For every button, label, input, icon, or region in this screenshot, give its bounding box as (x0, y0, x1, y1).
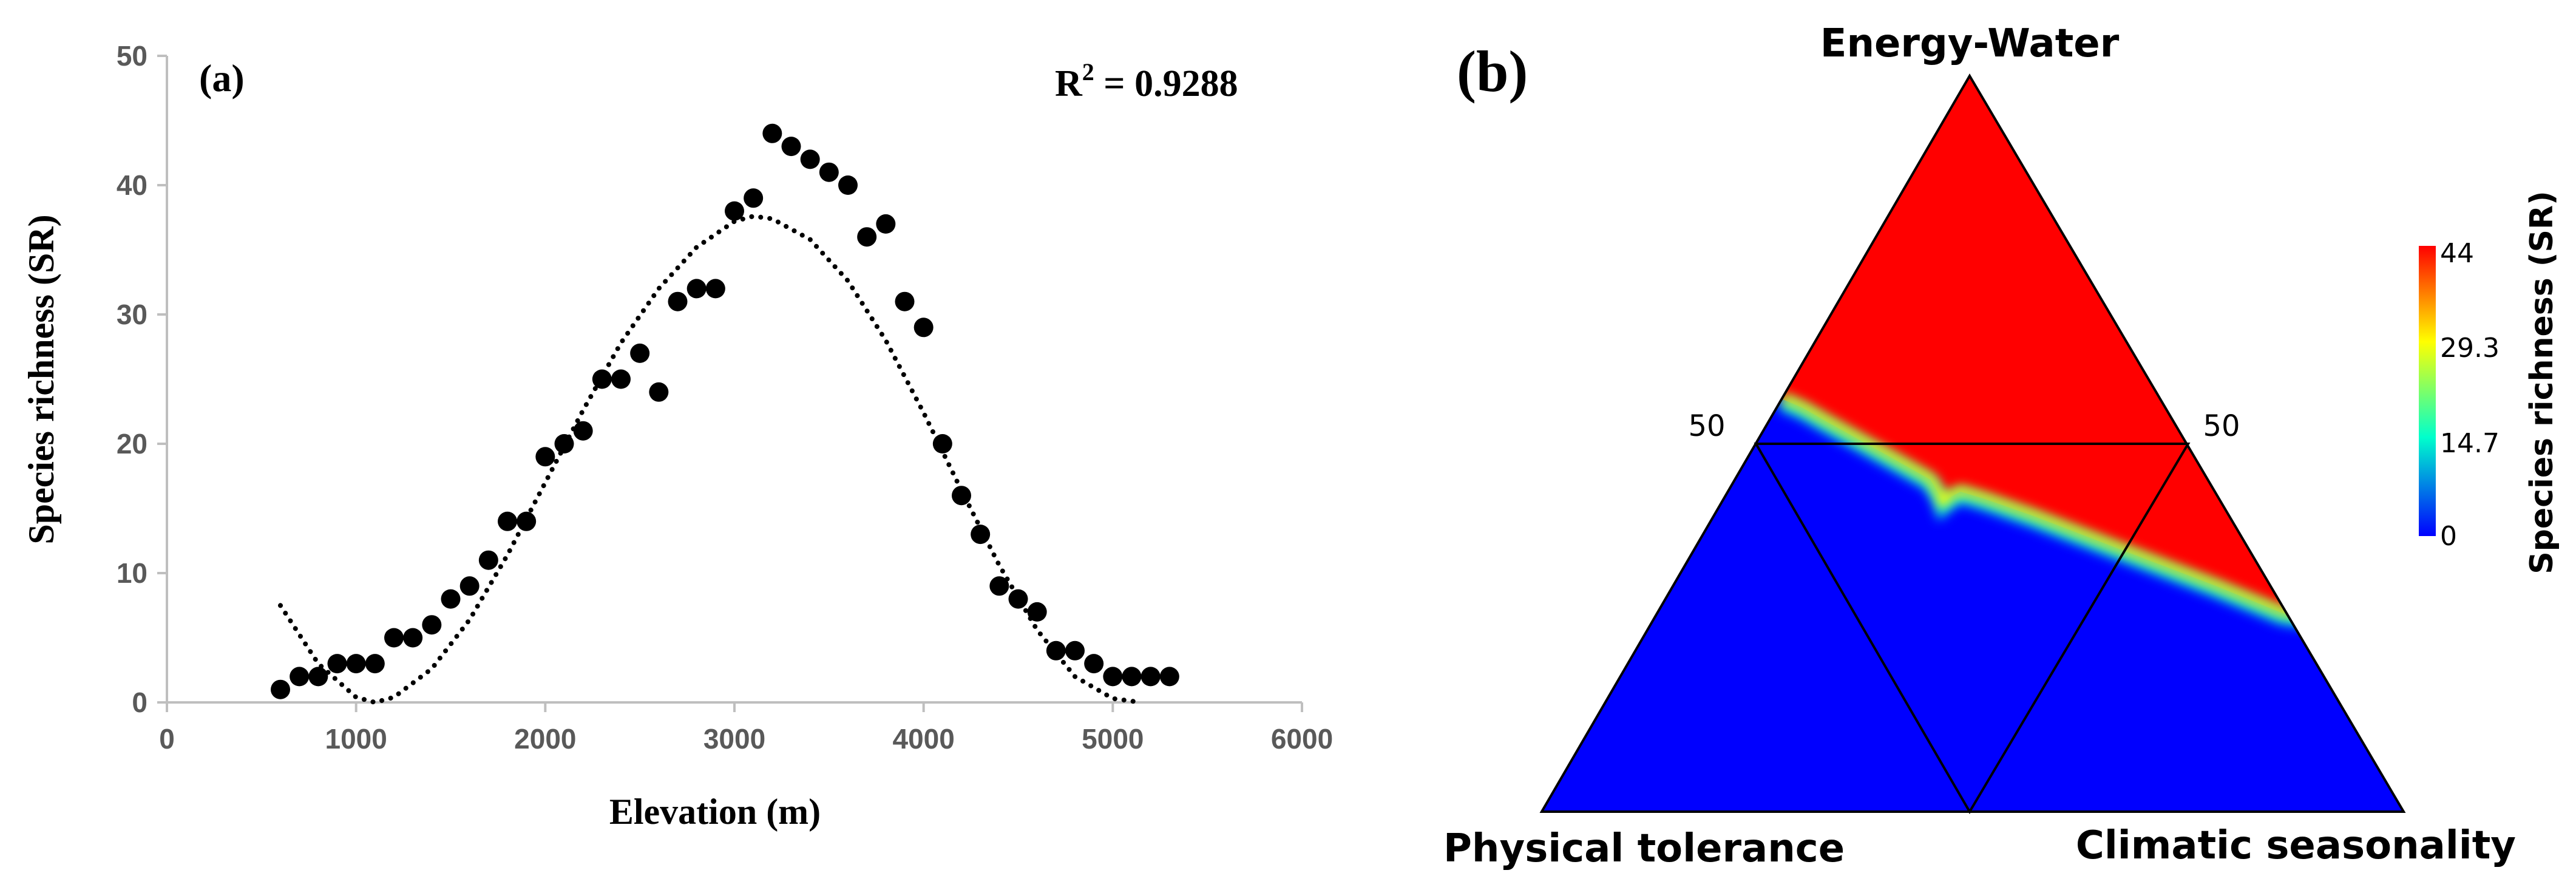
data-point (876, 214, 896, 234)
x-tick-label: 3000 (703, 723, 765, 755)
vertex-left-label: Physical tolerance (1443, 826, 1845, 871)
data-point (535, 447, 555, 467)
data-point (819, 162, 839, 182)
data-point (1084, 654, 1104, 674)
data-point (308, 667, 328, 687)
data-point (611, 369, 631, 389)
y-axis-title: Species richness (SR) (21, 214, 61, 544)
data-point (365, 654, 385, 674)
data-point (857, 227, 877, 247)
gradient-edge-yellow (1780, 393, 2308, 620)
data-point (441, 589, 461, 609)
data-point (459, 576, 480, 596)
data-point (271, 679, 290, 699)
data-point (705, 279, 725, 299)
x-tick-label: 0 (159, 723, 175, 755)
colorbar-tick-high: 29.3 (2440, 333, 2500, 364)
data-point (592, 369, 612, 389)
data-point (989, 576, 1009, 596)
y-tick-label: 10 (117, 557, 147, 589)
data-points (271, 123, 1179, 699)
data-point (573, 421, 593, 441)
x-tick-label: 4000 (892, 723, 954, 755)
data-point (1046, 640, 1066, 661)
data-point (800, 149, 820, 169)
data-point (913, 318, 934, 338)
data-point (498, 511, 517, 531)
data-point (932, 434, 952, 453)
vertex-top-label: Energy-Water (1820, 21, 2120, 66)
data-point (346, 654, 366, 674)
data-point (630, 343, 650, 363)
data-point (744, 188, 764, 208)
panel-a: (a) R2 = 0.9288 0 1000 2000 3000 4000 5000 600… (21, 40, 1333, 832)
data-point (838, 175, 858, 195)
colorbar (2419, 246, 2436, 536)
data-point (762, 123, 782, 143)
x-tick-label: 5000 (1082, 723, 1144, 755)
data-point (895, 291, 915, 311)
y-tick-label: 30 (117, 299, 147, 330)
data-point (725, 201, 744, 221)
data-point (1141, 667, 1161, 687)
data-point (1027, 602, 1047, 622)
vertex-right-label: Climatic seasonality (2076, 823, 2516, 868)
data-point (1103, 667, 1123, 687)
tick-labels: 0 1000 2000 3000 4000 5000 6000 0 10 20 30 40 50 (117, 40, 1333, 755)
axis-ticks (157, 55, 1303, 712)
y-tick-label: 0 (132, 687, 147, 718)
high-richness-region (1781, 76, 2307, 617)
x-tick-label: 2000 (514, 723, 576, 755)
panel-a-label: (a) (199, 56, 245, 100)
data-point (952, 486, 971, 506)
data-point (668, 291, 688, 311)
data-point (781, 137, 801, 157)
trendline (278, 214, 1144, 705)
x-axis-title: Elevation (m) (609, 792, 821, 832)
y-tick-label: 40 (117, 169, 147, 201)
data-point (649, 382, 669, 402)
data-point (290, 667, 310, 687)
data-point (554, 434, 574, 453)
data-point (1065, 640, 1085, 661)
data-point (1008, 589, 1028, 609)
data-point (1159, 667, 1179, 687)
y-tick-label: 50 (117, 40, 147, 72)
x-tick-label: 6000 (1271, 723, 1333, 755)
x-tick-label: 1000 (325, 723, 387, 755)
data-point (422, 615, 442, 635)
panel-b: (b) Energy-Water Physical tolerance Clim… (1443, 21, 2560, 871)
colorbar-tick-min: 0 (2440, 521, 2457, 552)
data-point (384, 628, 404, 648)
r-squared-superscript: 2 (1082, 58, 1094, 86)
data-point (517, 511, 537, 531)
data-point (478, 550, 498, 570)
colorbar-tick-mid: 14.7 (2440, 428, 2500, 459)
inner-triangle (1754, 443, 2191, 814)
y-tick-label: 20 (117, 428, 147, 460)
side-label-left: 50 (1688, 409, 1725, 443)
r-squared-label: R2 = 0.9288 (1055, 58, 1238, 104)
data-point (971, 525, 991, 545)
data-point (1122, 667, 1142, 687)
colorbar-title: Species richness (SR) (2524, 191, 2560, 574)
data-point (327, 654, 347, 674)
data-point (686, 279, 707, 299)
r-squared-prefix: R (1055, 63, 1083, 104)
side-label-right: 50 (2203, 409, 2240, 443)
colorbar-tick-max: 44 (2440, 238, 2474, 269)
panel-b-label: (b) (1457, 39, 1528, 104)
r-squared-value: = 0.9288 (1094, 63, 1238, 104)
data-point (403, 628, 423, 648)
